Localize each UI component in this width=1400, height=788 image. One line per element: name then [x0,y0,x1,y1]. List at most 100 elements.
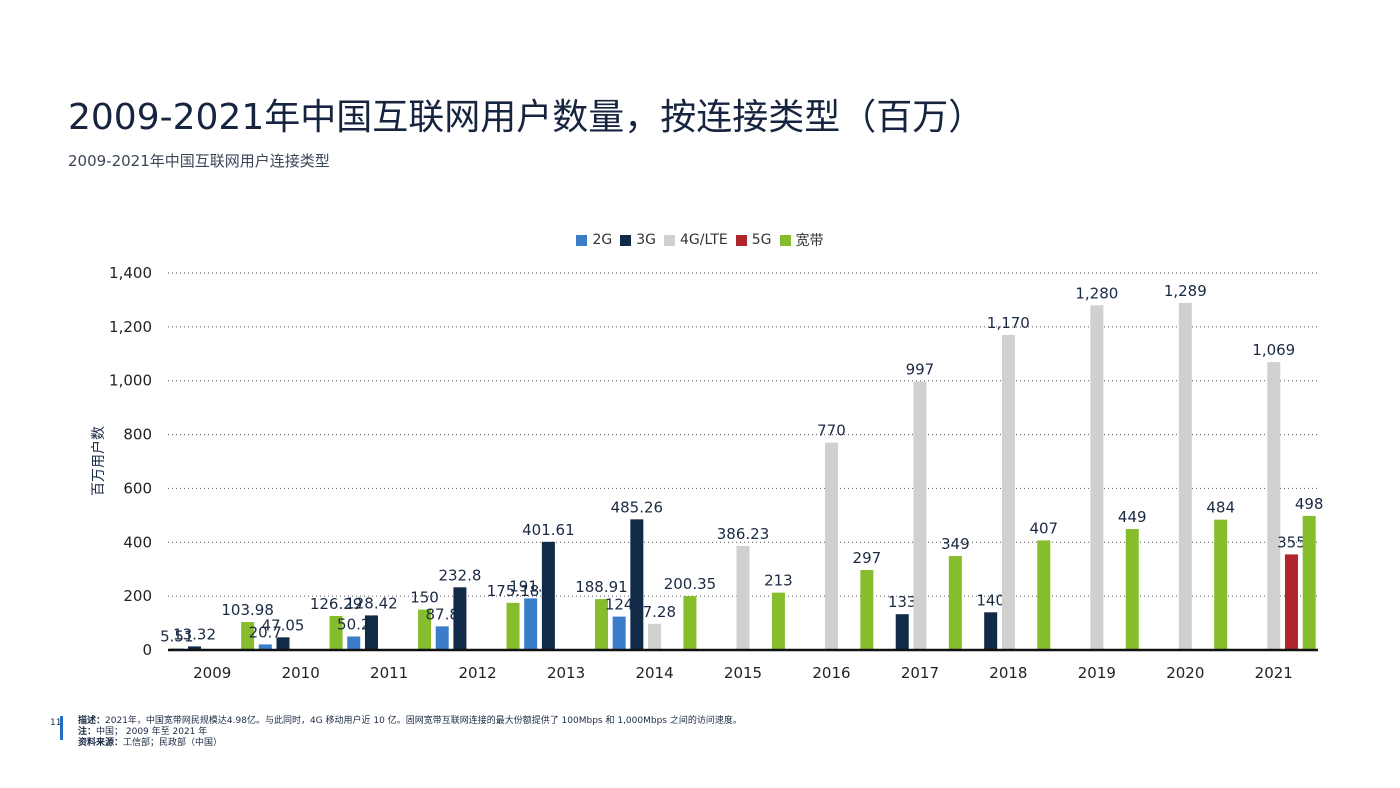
data-label: 407 [1029,519,1058,537]
data-label: 20.7 [249,623,282,641]
legend-item: 2G [576,232,612,248]
data-label: 485.26 [611,498,664,516]
data-label: 175.18 [487,582,540,600]
bar-4glte-2020 [1178,302,1192,650]
data-label: 349 [941,535,970,553]
bar-2g-2012 [435,626,449,650]
data-label: 133 [888,593,917,611]
x-tick-label: 2011 [370,664,408,682]
bar-3g-2014 [630,519,644,650]
x-tick-label: 2015 [724,664,762,682]
legend-item: 5G [735,232,772,248]
bar--2016 [860,570,874,650]
bar--2014 [683,596,697,650]
bar-3g-2009 [188,646,202,650]
bar-4glte-2014 [648,623,662,650]
data-label: 200.35 [664,575,717,593]
bar-4glte-2018 [1001,334,1015,650]
x-tick-label: 2013 [547,664,585,682]
data-label: 124 [605,596,634,614]
data-label: 47.05 [262,616,305,634]
bar-chart: 0 200 400 600 800 1,000 1,200 1,400 百万用户数 5.5113.… [90,264,1324,682]
bar--2012 [506,602,520,650]
bar--2015 [771,592,785,650]
x-tick-label: 2010 [282,664,320,682]
y-tick-label: 1,000 [109,372,152,390]
x-tick-label: 2016 [812,664,850,682]
legend-swatch [779,234,791,246]
legend-item: 4G/LTE [664,232,728,248]
data-label: 449 [1118,508,1147,526]
y-tick-label: 600 [123,479,152,497]
data-label: 126.29 [310,595,363,613]
x-tick-label: 2020 [1166,664,1204,682]
legend-swatch [576,234,588,246]
footer-source: 资料来源：工信部；民政部（中国） [78,738,978,749]
legend-label: 2G [592,232,613,248]
data-label: 13.32 [173,625,216,643]
chart-legend: 2G 3G 4G/LTE 5G 宽带 [0,230,1400,250]
bar-3g-2013 [541,541,555,650]
bar-4glte-2021 [1267,362,1281,650]
footer-accent-bar [60,716,63,740]
bar--2020 [1214,519,1228,650]
data-label: 128.42 [345,594,398,612]
legend-swatch [664,234,675,246]
page-subtitle: 2009-2021年中国互联网用户连接类型 [68,152,330,170]
x-tick-label: 2017 [901,664,939,682]
data-label: 5.51 [160,628,193,646]
data-label: 484 [1206,499,1235,517]
legend-item: 3G [620,232,656,248]
data-label: 50.2 [337,615,370,633]
bar-2g-2014 [612,616,626,650]
data-label: 1,280 [1075,284,1118,302]
bar--2009 [241,621,255,650]
bar--2021 [1302,515,1316,650]
footer-description-label: 描述： [78,716,106,726]
bar-3g-2010 [276,637,290,650]
legend-label: 3G [636,232,656,248]
y-axis-title: 百万用户数 [90,426,107,496]
y-tick-label: 400 [123,533,152,551]
data-label: 1,289 [1164,282,1207,300]
y-tick-label: 1,400 [109,264,152,282]
data-label: 103.98 [221,601,274,619]
data-label: 498 [1295,495,1324,513]
bar--2011 [418,609,432,650]
footer-description: 描述：2021年，中国宽带网民规模达4.98亿。与此同时，4G 移动用户近 10… [78,716,978,727]
data-label: 213 [764,572,793,590]
page-number: 11 [50,718,62,728]
footer-source-text: 工信部；民政部（中国） [123,738,223,748]
legend-label: 4G/LTE [680,232,728,248]
y-tick-label: 1,200 [109,318,152,336]
legend-label: 宽带 [795,233,824,249]
bar--2010 [329,615,343,650]
x-tick-label: 2012 [459,664,497,682]
bar--2017 [948,556,962,650]
footer-notes: 描述：2021年，中国宽带网民规模达4.98亿。与此同时，4G 移动用户近 10… [78,716,978,749]
x-tick-label: 2009 [193,664,231,682]
bar-3g-2018 [984,612,998,650]
legend-label: 5G [751,232,772,248]
legend-swatch [620,234,632,246]
footer-description-text: 2021年，中国宽带网民规模达4.98亿。与此同时，4G 移动用户近 10 亿。… [105,716,742,726]
legend-swatch [735,234,747,246]
bar-2g-2011 [347,636,361,650]
data-label: 355 [1277,533,1306,551]
y-tick-label: 200 [123,587,152,605]
data-label: 87.8 [426,605,459,623]
bar--2018 [1037,540,1051,650]
data-label: 150 [410,589,439,607]
footer-note: 注：中国； 2009 年至 2021 年 [78,727,978,738]
bar-3g-2012 [453,587,467,650]
data-label: 232.8 [438,566,481,584]
footer-note-label: 注： [78,727,97,737]
data-label: 997 [906,361,935,379]
data-label: 1,170 [987,314,1030,332]
bar-2g-2010 [258,644,272,650]
x-tick-label: 2014 [635,664,673,682]
footer-source-label: 资料来源： [78,738,124,748]
y-tick-label: 0 [142,641,152,659]
x-tick-label: 2019 [1078,664,1116,682]
bar--2019 [1125,529,1139,650]
